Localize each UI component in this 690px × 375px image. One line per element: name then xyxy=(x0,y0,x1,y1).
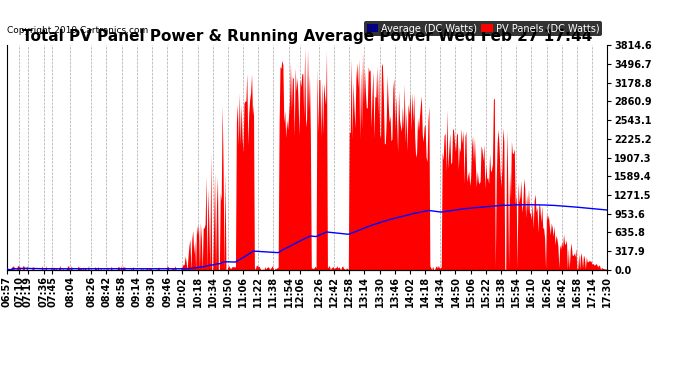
Text: Copyright 2019 Cartronics.com: Copyright 2019 Cartronics.com xyxy=(7,26,148,35)
Title: Total PV Panel Power & Running Average Power Wed Feb 27 17:44: Total PV Panel Power & Running Average P… xyxy=(22,29,592,44)
Legend: Average (DC Watts), PV Panels (DC Watts): Average (DC Watts), PV Panels (DC Watts) xyxy=(364,21,602,36)
